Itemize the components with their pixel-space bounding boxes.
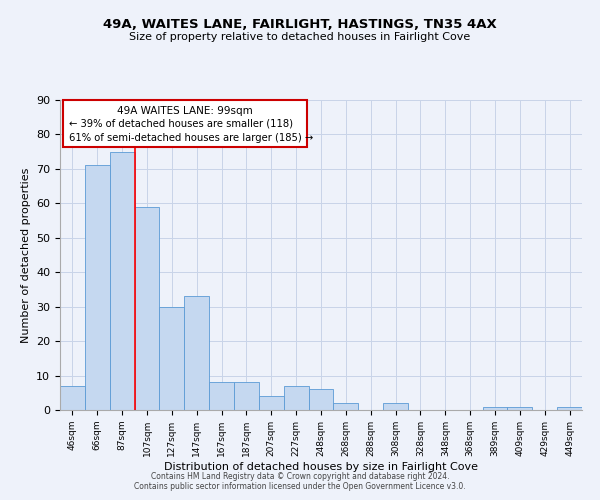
Bar — [383, 403, 408, 410]
Bar — [85, 166, 110, 410]
Bar — [234, 382, 259, 410]
Bar — [184, 296, 209, 410]
Text: Contains public sector information licensed under the Open Government Licence v3: Contains public sector information licen… — [134, 482, 466, 491]
Text: 49A WAITES LANE: 99sqm: 49A WAITES LANE: 99sqm — [117, 106, 253, 116]
Bar — [482, 406, 508, 410]
Bar — [110, 152, 134, 410]
Bar — [209, 382, 234, 410]
Bar — [160, 306, 184, 410]
Bar — [508, 406, 532, 410]
Bar — [60, 386, 85, 410]
X-axis label: Distribution of detached houses by size in Fairlight Cove: Distribution of detached houses by size … — [164, 462, 478, 471]
Bar — [134, 207, 160, 410]
Text: Size of property relative to detached houses in Fairlight Cove: Size of property relative to detached ho… — [130, 32, 470, 42]
Text: 61% of semi-detached houses are larger (185) →: 61% of semi-detached houses are larger (… — [69, 132, 313, 142]
Text: 49A, WAITES LANE, FAIRLIGHT, HASTINGS, TN35 4AX: 49A, WAITES LANE, FAIRLIGHT, HASTINGS, T… — [103, 18, 497, 30]
Bar — [308, 390, 334, 410]
FancyBboxPatch shape — [63, 100, 307, 146]
Bar — [259, 396, 284, 410]
Bar — [284, 386, 308, 410]
Y-axis label: Number of detached properties: Number of detached properties — [20, 168, 31, 342]
Text: ← 39% of detached houses are smaller (118): ← 39% of detached houses are smaller (11… — [69, 119, 293, 129]
Text: Contains HM Land Registry data © Crown copyright and database right 2024.: Contains HM Land Registry data © Crown c… — [151, 472, 449, 481]
Bar — [334, 403, 358, 410]
Bar — [557, 406, 582, 410]
